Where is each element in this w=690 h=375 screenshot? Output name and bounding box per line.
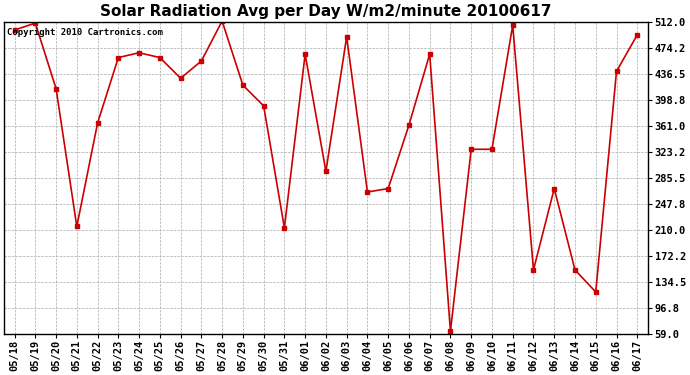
Text: Copyright 2010 Cartronics.com: Copyright 2010 Cartronics.com xyxy=(8,28,164,37)
Title: Solar Radiation Avg per Day W/m2/minute 20100617: Solar Radiation Avg per Day W/m2/minute … xyxy=(100,4,551,19)
